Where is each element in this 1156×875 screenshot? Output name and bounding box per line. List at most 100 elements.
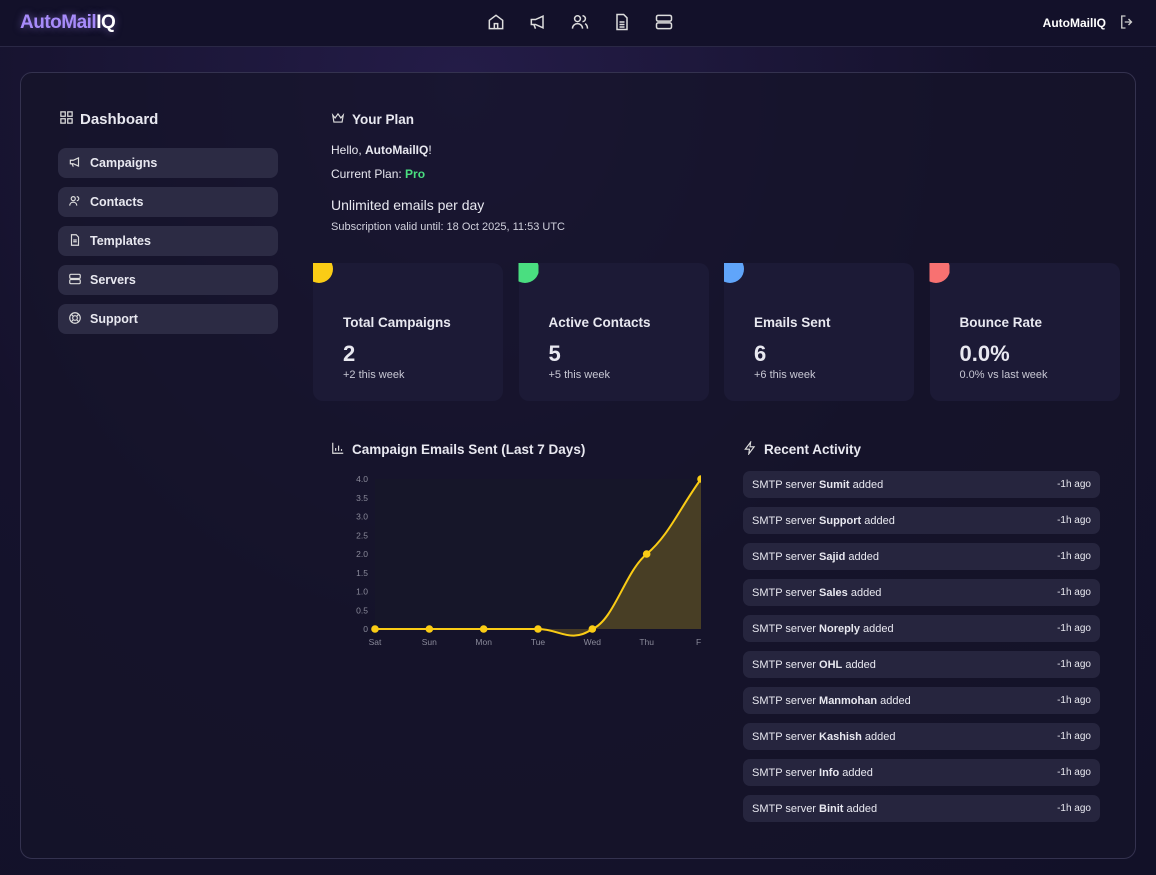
- stat-title: Total Campaigns: [343, 315, 451, 330]
- megaphone-icon[interactable]: [528, 12, 548, 32]
- sidebar-item-servers[interactable]: Servers: [58, 265, 278, 295]
- y-tick-label: 0.5: [356, 605, 368, 615]
- stat-icon: [724, 263, 744, 283]
- y-tick-label: 3.0: [356, 512, 368, 522]
- activity-time: -1h ago: [1057, 695, 1091, 706]
- greeting: Hello, AutoMailIQ!: [331, 143, 432, 157]
- sidebar-item-contacts[interactable]: Contacts: [58, 187, 278, 217]
- x-tick-label: Sun: [422, 637, 437, 647]
- data-point[interactable]: [588, 625, 597, 633]
- activity-text: SMTP server Sumit added: [752, 478, 884, 491]
- activity-text: SMTP server Kashish added: [752, 730, 896, 743]
- logo[interactable]: AutoMailIQ: [20, 12, 116, 34]
- sidebar-item-label: Support: [90, 312, 138, 326]
- activity-time: -1h ago: [1057, 515, 1091, 526]
- activity-text: SMTP server Noreply added: [752, 622, 894, 635]
- server-icon[interactable]: [654, 12, 674, 32]
- data-point[interactable]: [534, 625, 542, 633]
- bar-chart-icon: [331, 441, 345, 458]
- sidebar-item-label: Contacts: [90, 195, 144, 209]
- activity-text: SMTP server Sales added: [752, 586, 882, 599]
- activity-text: SMTP server Sajid added: [752, 550, 879, 563]
- plan-title-text: Your Plan: [352, 112, 415, 127]
- stat-card: Emails Sent 6 +6 this week: [724, 263, 914, 401]
- logo-accent: IQ: [96, 12, 116, 33]
- y-tick-label: 1.0: [356, 587, 368, 597]
- sidebar-title: Dashboard: [59, 110, 158, 129]
- activity-text: SMTP server Manmohan added: [752, 694, 911, 707]
- stat-card: Active Contacts 5 +5 this week: [518, 263, 709, 401]
- sidebar-item-campaigns[interactable]: Campaigns: [58, 148, 278, 178]
- y-tick-label: 0: [363, 624, 368, 634]
- user-name[interactable]: AutoMailIQ: [1042, 16, 1106, 30]
- y-tick-label: 2.5: [356, 530, 368, 540]
- grid-icon: [59, 110, 74, 129]
- x-tick-label: Fri: [696, 637, 701, 647]
- stat-subtext: +5 this week: [548, 369, 610, 381]
- stat-title: Emails Sent: [754, 315, 831, 330]
- stat-subtext: +2 this week: [343, 369, 405, 381]
- file-text-icon[interactable]: [612, 12, 632, 32]
- line-chart: 0 0.5 1.0 1.5 2.0 2.5 3.0 3.5 4.0 Sat Sun Mon Tue Wed…: [356, 474, 701, 647]
- top-nav: AutoMailIQ AutoMailIQ: [0, 0, 1156, 47]
- data-point[interactable]: [642, 550, 651, 558]
- data-point[interactable]: [479, 625, 488, 633]
- sidebar-item-support[interactable]: Support: [58, 304, 278, 334]
- activity-item: SMTP server Info added -1h ago: [743, 759, 1100, 786]
- logout-icon[interactable]: [1118, 13, 1136, 31]
- activity-time: -1h ago: [1057, 731, 1091, 742]
- sidebar-item-templates[interactable]: Templates: [58, 226, 278, 256]
- activity-item: SMTP server Manmohan added -1h ago: [743, 687, 1100, 714]
- activity-item: SMTP server Binit added -1h ago: [743, 795, 1100, 822]
- data-point[interactable]: [425, 625, 434, 633]
- activity-item: SMTP server OHL added -1h ago: [743, 651, 1100, 678]
- dashboard-card: Dashboard Campaigns Contacts Templates Serv…: [20, 72, 1136, 859]
- plan-limit: Unlimited emails per day: [331, 197, 485, 213]
- x-tick-label: Wed: [584, 637, 602, 647]
- activity-item: SMTP server Sumit added -1h ago: [743, 471, 1100, 498]
- activity-time: -1h ago: [1057, 479, 1091, 490]
- activity-item: SMTP server Kashish added -1h ago: [743, 723, 1100, 750]
- logo-text: AutoMail: [20, 12, 97, 33]
- users-icon: [68, 194, 82, 211]
- activity-item: SMTP server Noreply added -1h ago: [743, 615, 1100, 642]
- sidebar-item-label: Templates: [90, 234, 151, 248]
- stat-card: Total Campaigns 2 +2 this week: [313, 263, 503, 401]
- megaphone-icon: [68, 155, 82, 172]
- stat-value: 5: [548, 341, 561, 366]
- activity-item: SMTP server Sajid added -1h ago: [743, 543, 1100, 570]
- x-tick-label: Sat: [369, 637, 382, 647]
- sidebar-item-label: Campaigns: [90, 156, 158, 170]
- activity-time: -1h ago: [1057, 659, 1091, 670]
- activity-title-text: Recent Activity: [764, 442, 862, 457]
- activity-title: Recent Activity: [743, 440, 862, 458]
- file-text-icon: [68, 233, 82, 250]
- y-tick-label: 4.0: [356, 474, 368, 484]
- activity-time: -1h ago: [1057, 803, 1091, 814]
- data-point[interactable]: [697, 475, 701, 483]
- current-plan: Current Plan: Pro: [331, 167, 426, 181]
- stat-icon: [518, 263, 539, 283]
- activity-time: -1h ago: [1057, 767, 1091, 778]
- activity-text: SMTP server Binit added: [752, 802, 878, 815]
- zap-icon: [743, 440, 757, 458]
- life-buoy-icon: [68, 311, 82, 328]
- nav-icons: [486, 12, 674, 32]
- home-icon[interactable]: [486, 12, 506, 32]
- users-icon[interactable]: [570, 12, 590, 32]
- stat-title: Active Contacts: [548, 315, 651, 330]
- sidebar-item-label: Servers: [90, 273, 136, 287]
- activity-time: -1h ago: [1057, 551, 1091, 562]
- stat-subtext: 0.0% vs last week: [959, 369, 1048, 381]
- stat-icon: [929, 263, 950, 283]
- subscription-valid: Subscription valid until: 18 Oct 2025, 1…: [331, 221, 565, 233]
- stat-value: 0.0%: [959, 341, 1010, 366]
- stat-subtext: +6 this week: [754, 369, 816, 381]
- stat-value: 2: [343, 341, 356, 366]
- activity-item: SMTP server Support added -1h ago: [743, 507, 1100, 534]
- plan-title: Your Plan: [331, 111, 414, 128]
- stat-icon: [313, 263, 333, 283]
- sidebar-title-text: Dashboard: [80, 111, 159, 128]
- data-point[interactable]: [371, 625, 379, 633]
- activity-text: SMTP server Support added: [752, 514, 895, 527]
